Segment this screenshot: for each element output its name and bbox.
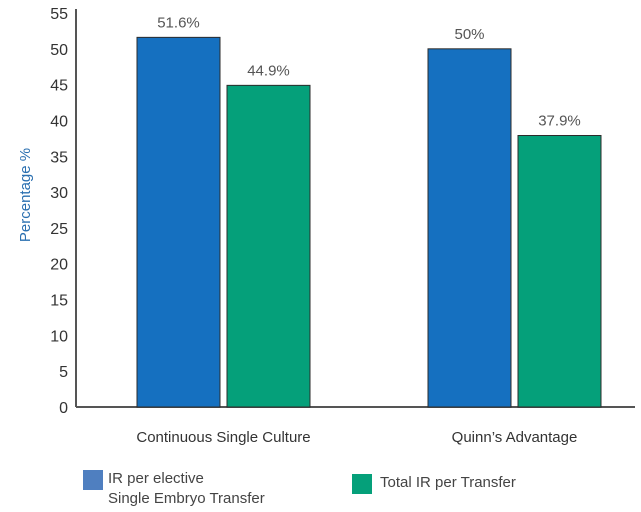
y-tick-label: 40 bbox=[50, 113, 68, 130]
legend-label-ir-elective-set: IR per elective Single Embryo Transfer bbox=[108, 469, 265, 509]
legend-label-line-2: Single Embryo Transfer bbox=[108, 490, 265, 507]
y-tick-label: 25 bbox=[50, 221, 68, 238]
y-tick-label: 15 bbox=[50, 293, 68, 310]
bar-value-label: 50% bbox=[454, 26, 484, 43]
bars-group: 51.6% 44.9% 50% 37.9% bbox=[136, 14, 602, 408]
y-axis-label: Percentage % bbox=[17, 148, 34, 242]
bar-value-label: 51.6% bbox=[157, 14, 200, 31]
y-tick-label: 45 bbox=[50, 78, 68, 95]
y-tick-label: 0 bbox=[59, 400, 68, 417]
legend-label-line-1: IR per elective bbox=[108, 470, 204, 487]
bar-value-label: 44.9% bbox=[247, 62, 290, 79]
legend-swatch-total-ir bbox=[352, 474, 372, 494]
y-axis-ticks: 0 5 10 15 20 25 30 35 40 45 50 55 bbox=[50, 6, 68, 417]
y-tick-label: 10 bbox=[50, 328, 68, 345]
y-tick-label: 35 bbox=[50, 149, 68, 166]
x-category-label: Continuous Single Culture bbox=[136, 429, 310, 446]
x-category-label: Quinn’s Advantage bbox=[452, 429, 578, 446]
legend-label-total-ir: Total IR per Transfer bbox=[380, 474, 516, 491]
y-tick-label: 30 bbox=[50, 185, 68, 202]
legend-swatch-ir-elective-set bbox=[83, 470, 103, 490]
bar-value-label: 37.9% bbox=[538, 112, 581, 129]
y-tick-label: 55 bbox=[50, 6, 68, 23]
category-labels: Continuous Single Culture Quinn’s Advanta… bbox=[136, 429, 577, 446]
bar bbox=[136, 36, 221, 408]
y-tick-label: 5 bbox=[59, 364, 68, 381]
bar bbox=[517, 134, 602, 408]
y-tick-label: 20 bbox=[50, 257, 68, 274]
bar bbox=[226, 84, 311, 408]
bar bbox=[427, 48, 512, 408]
y-tick-label: 50 bbox=[50, 42, 68, 59]
